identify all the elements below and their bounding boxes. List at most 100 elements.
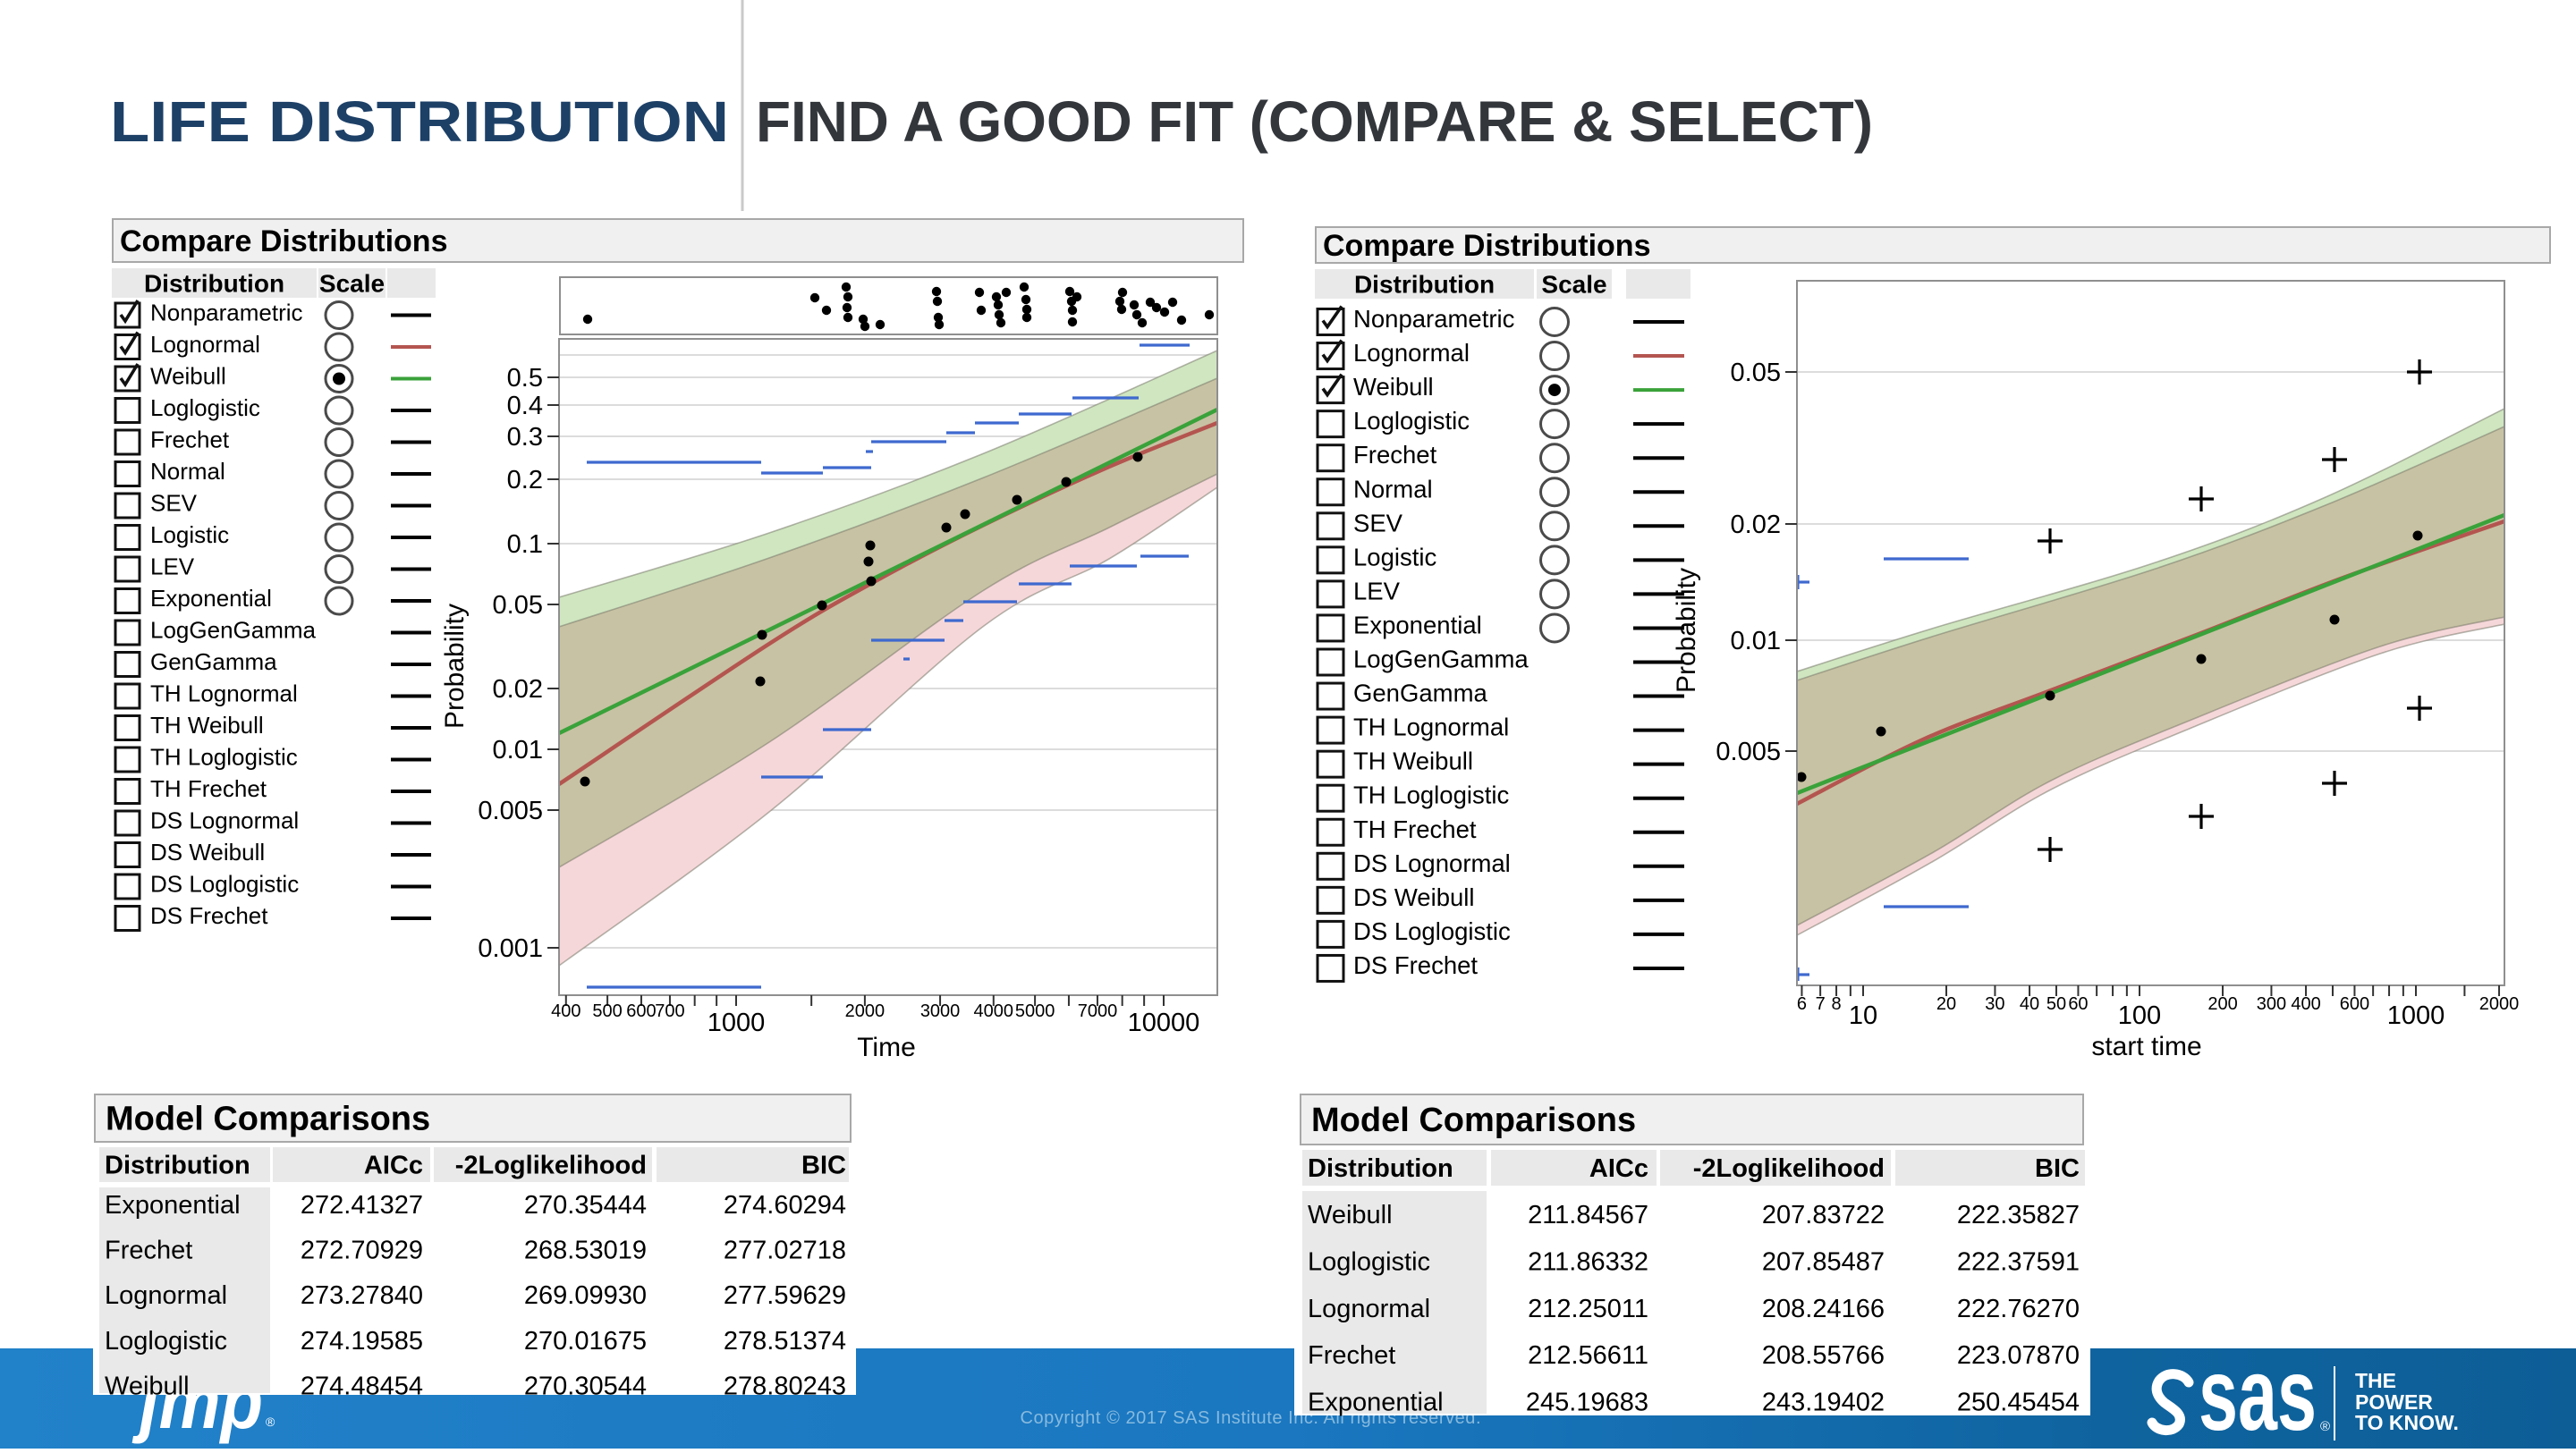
svg-text:Normal: Normal	[150, 458, 225, 485]
svg-text:-2Loglikelihood: -2Loglikelihood	[455, 1152, 647, 1180]
svg-text:212.25011: 212.25011	[1528, 1295, 1648, 1323]
svg-text:Probability: Probability	[1672, 568, 1701, 693]
svg-text:270.01675: 270.01675	[524, 1327, 647, 1356]
svg-text:LogGenGamma: LogGenGamma	[1353, 646, 1529, 673]
svg-text:Frechet: Frechet	[1353, 441, 1437, 469]
svg-text:269.09930: 269.09930	[524, 1281, 647, 1310]
svg-text:223.07870: 223.07870	[1957, 1341, 2080, 1370]
svg-text:273.27840: 273.27840	[301, 1281, 423, 1310]
svg-text:Logistic: Logistic	[150, 521, 229, 548]
svg-text:2000: 2000	[2479, 994, 2520, 1014]
svg-text:50: 50	[2046, 994, 2066, 1014]
svg-text:DS Lognormal: DS Lognormal	[150, 807, 299, 834]
svg-text:270.35444: 270.35444	[524, 1191, 647, 1220]
svg-text:THE: THE	[2355, 1369, 2396, 1392]
svg-text:0.05: 0.05	[493, 591, 543, 620]
svg-text:0.01: 0.01	[493, 736, 543, 765]
svg-text:5000: 5000	[1015, 1001, 1055, 1021]
svg-text:Time: Time	[857, 1033, 916, 1062]
svg-text:200: 200	[2207, 994, 2237, 1014]
svg-text:8: 8	[1831, 994, 1841, 1014]
svg-text:SEV: SEV	[150, 490, 198, 517]
svg-text:Probability: Probability	[440, 604, 470, 729]
svg-text:400: 400	[2291, 994, 2320, 1014]
svg-text:211.84567: 211.84567	[1528, 1201, 1648, 1229]
svg-text:500: 500	[592, 1001, 622, 1021]
svg-text:Distribution: Distribution	[1354, 271, 1495, 299]
svg-text:0.02: 0.02	[493, 675, 543, 704]
svg-text:TH Frechet: TH Frechet	[1353, 815, 1477, 843]
svg-text:GenGamma: GenGamma	[1353, 680, 1487, 707]
svg-text:-2Loglikelihood: -2Loglikelihood	[1693, 1154, 1885, 1183]
svg-text:Loglogistic: Loglogistic	[105, 1327, 227, 1356]
svg-text:Distribution: Distribution	[105, 1152, 250, 1180]
svg-text:DS Frechet: DS Frechet	[150, 902, 268, 929]
svg-text:AICc: AICc	[1589, 1154, 1648, 1183]
svg-text:211.86332: 211.86332	[1528, 1247, 1648, 1276]
svg-text:AICc: AICc	[364, 1152, 423, 1180]
svg-text:SEV: SEV	[1353, 509, 1403, 536]
svg-text:TH Lognormal: TH Lognormal	[1353, 714, 1509, 741]
svg-text:20: 20	[1936, 994, 1956, 1014]
svg-text:268.53019: 268.53019	[524, 1237, 647, 1265]
svg-text:300: 300	[2257, 994, 2286, 1014]
svg-text:100: 100	[2118, 1001, 2161, 1030]
svg-text:Normal: Normal	[1353, 475, 1433, 503]
svg-text:278.80243: 278.80243	[724, 1372, 846, 1400]
svg-text:GenGamma: GenGamma	[150, 648, 277, 675]
svg-text:DS Weibull: DS Weibull	[150, 839, 265, 866]
svg-text:Distribution: Distribution	[144, 270, 284, 298]
svg-text:Scale: Scale	[1541, 271, 1606, 299]
svg-text:222.37591: 222.37591	[1957, 1247, 2080, 1276]
svg-text:®: ®	[266, 1415, 275, 1429]
svg-text:277.59629: 277.59629	[724, 1281, 846, 1310]
svg-text:DS Weibull: DS Weibull	[1353, 883, 1475, 911]
svg-text:Scale: Scale	[319, 270, 385, 298]
svg-text:3000: 3000	[920, 1001, 961, 1021]
svg-text:Weibull: Weibull	[1308, 1201, 1393, 1229]
svg-text:POWER: POWER	[2355, 1390, 2433, 1414]
svg-text:272.70929: 272.70929	[301, 1237, 423, 1265]
svg-text:Exponential: Exponential	[1353, 611, 1482, 638]
svg-text:274.60294: 274.60294	[724, 1191, 846, 1220]
svg-text:sas: sas	[2199, 1338, 2317, 1449]
svg-text:600: 600	[626, 1001, 656, 1021]
svg-text:Exponential: Exponential	[105, 1191, 241, 1220]
svg-text:250.45454: 250.45454	[1957, 1389, 2080, 1417]
svg-text:0.4: 0.4	[507, 392, 543, 420]
svg-text:0.1: 0.1	[507, 530, 543, 559]
svg-text:TH Lognormal: TH Lognormal	[150, 680, 298, 707]
svg-text:270.30544: 270.30544	[524, 1372, 647, 1400]
svg-text:30: 30	[1985, 994, 2004, 1014]
svg-text:DS Loglogistic: DS Loglogistic	[1353, 917, 1511, 945]
svg-text:1000: 1000	[2387, 1001, 2445, 1030]
svg-text:10: 10	[1849, 1001, 1877, 1030]
svg-text:0.05: 0.05	[1731, 359, 1781, 387]
svg-text:Weibull: Weibull	[105, 1372, 190, 1400]
svg-text:208.55766: 208.55766	[1762, 1341, 1885, 1370]
svg-text:LIFE DISTRIBUTION: LIFE DISTRIBUTION	[110, 89, 729, 154]
svg-text:278.51374: 278.51374	[724, 1327, 846, 1356]
svg-text:®: ®	[2320, 1419, 2330, 1434]
svg-text:Lognormal: Lognormal	[1308, 1295, 1430, 1323]
svg-text:0.2: 0.2	[507, 466, 543, 494]
svg-text:4000: 4000	[974, 1001, 1014, 1021]
svg-text:400: 400	[551, 1001, 580, 1021]
svg-text:Compare Distributions: Compare Distributions	[1323, 229, 1650, 263]
svg-text:FIND A GOOD FIT (COMPARE & SEL: FIND A GOOD FIT (COMPARE & SELECT)	[756, 89, 1873, 154]
svg-text:Loglogistic: Loglogistic	[1308, 1247, 1430, 1276]
svg-text:Distribution: Distribution	[1308, 1154, 1453, 1183]
svg-text:Exponential: Exponential	[150, 585, 272, 612]
svg-text:DS Lognormal: DS Lognormal	[1353, 849, 1511, 877]
svg-text:600: 600	[2340, 994, 2369, 1014]
svg-text:Frechet: Frechet	[1308, 1341, 1395, 1370]
svg-text:6: 6	[1797, 994, 1807, 1014]
svg-text:Weibull: Weibull	[1353, 373, 1434, 401]
svg-text:0.005: 0.005	[1716, 738, 1781, 766]
svg-text:DS Frechet: DS Frechet	[1353, 951, 1478, 979]
svg-text:222.76270: 222.76270	[1957, 1295, 2080, 1323]
svg-text:TH Weibull: TH Weibull	[1353, 748, 1473, 775]
svg-text:TH Weibull: TH Weibull	[150, 712, 264, 739]
svg-text:TO KNOW.: TO KNOW.	[2355, 1411, 2459, 1434]
svg-text:1000: 1000	[708, 1009, 766, 1037]
